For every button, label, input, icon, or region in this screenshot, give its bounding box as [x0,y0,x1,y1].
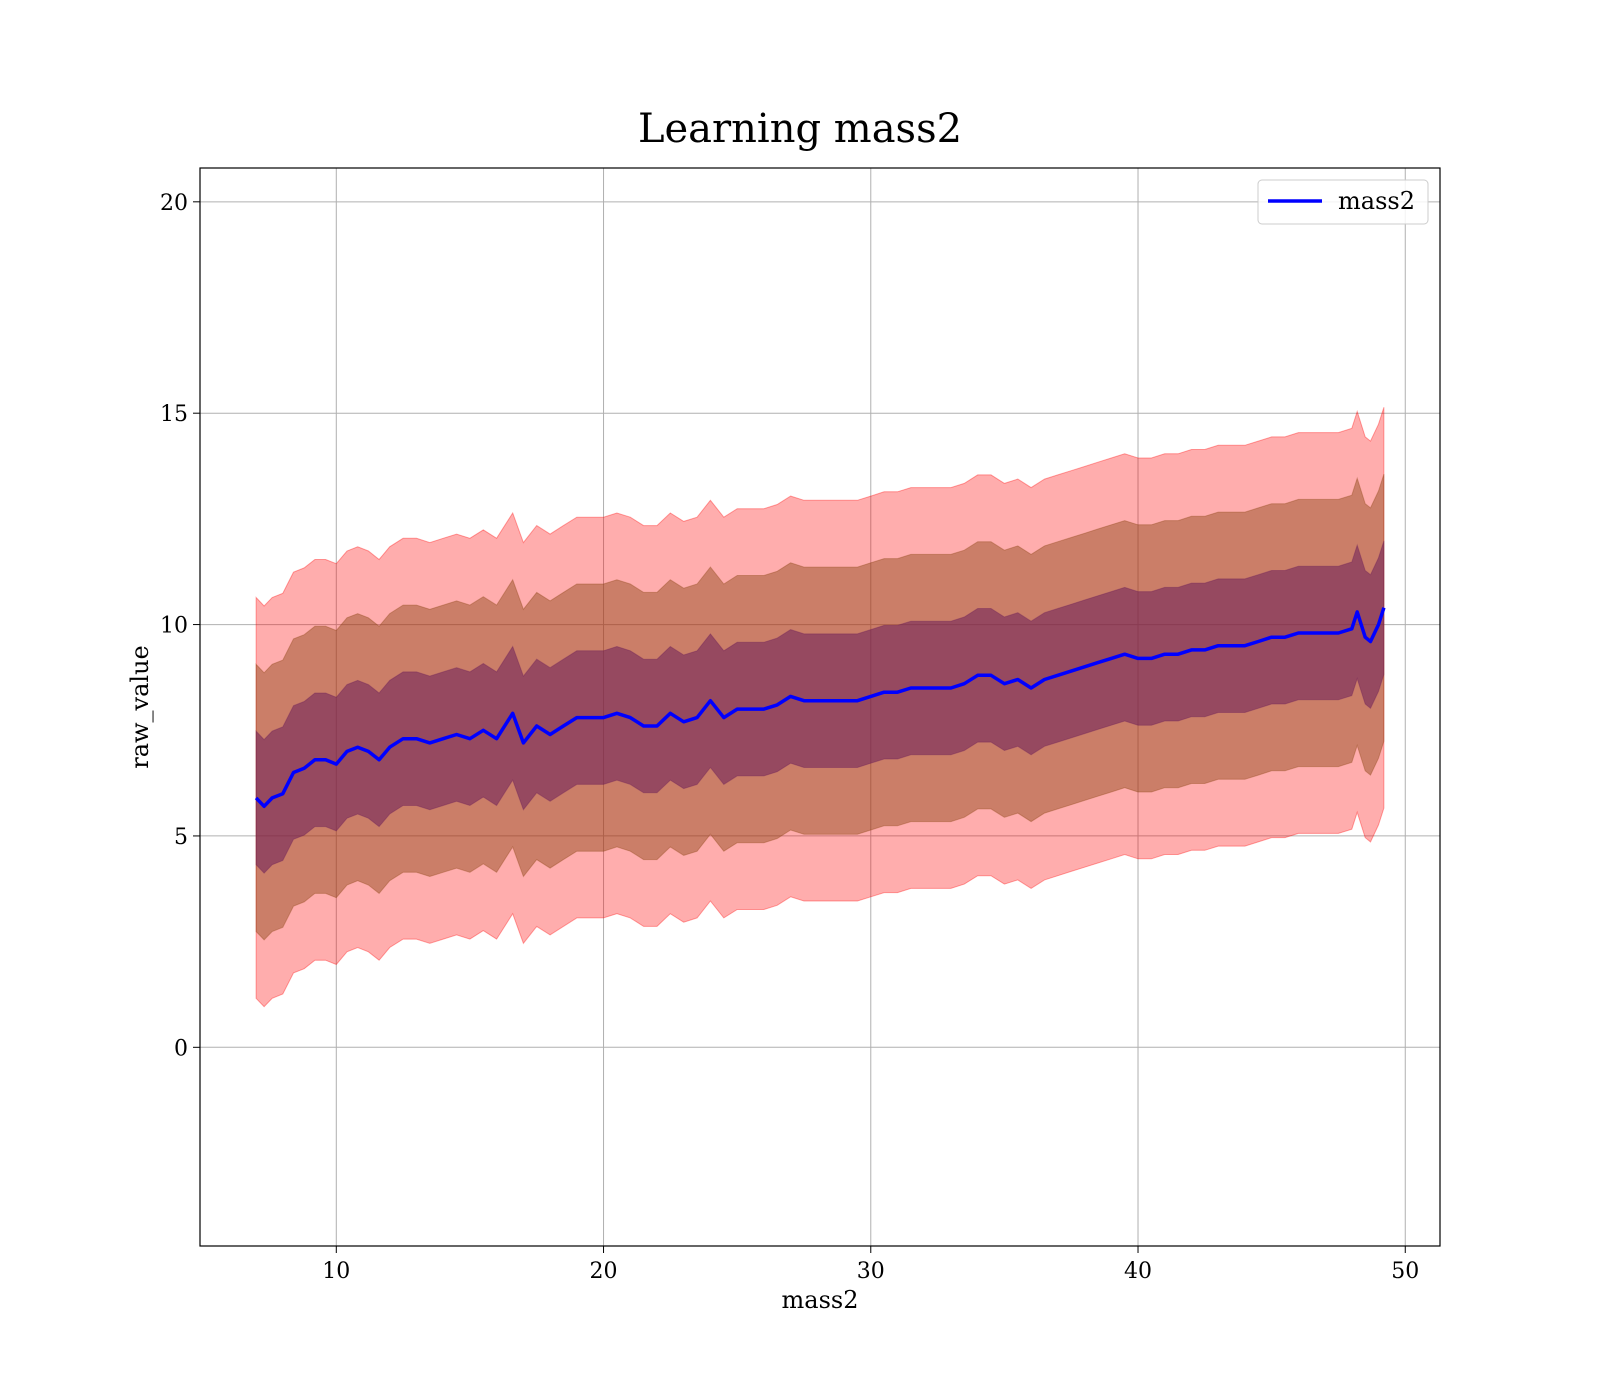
series-line-mass2 [254,607,1386,809]
x-tick-label: 10 [322,1259,350,1284]
chart-title: Learning mass2 [638,106,962,152]
series-lines [254,607,1386,809]
legend-label-mass2: mass2 [1338,187,1415,215]
confidence-bands [255,407,1385,1008]
x-tick-label: 30 [857,1259,885,1284]
legend: mass2 [1257,179,1429,225]
x-tick-label: 50 [1391,1259,1419,1284]
y-tick-label: 10 [160,614,188,639]
y-axis-ticks: 0 5 10 15 20 [160,191,200,1061]
y-axis-label: raw_value [126,645,154,769]
y-tick-label: 20 [160,191,188,216]
x-axis-ticks: 10 20 30 40 50 [322,1246,1419,1284]
plot-frame [199,167,1441,1247]
x-tick-label: 20 [590,1259,618,1284]
x-axis-label: mass2 [782,1286,859,1314]
y-tick-label: 15 [160,402,188,427]
band-sigma-1 [255,540,1385,874]
legend-box [1257,179,1429,225]
x-tick-label: 40 [1124,1259,1152,1284]
y-tick-label: 0 [174,1036,188,1061]
y-tick-label: 5 [174,825,188,850]
